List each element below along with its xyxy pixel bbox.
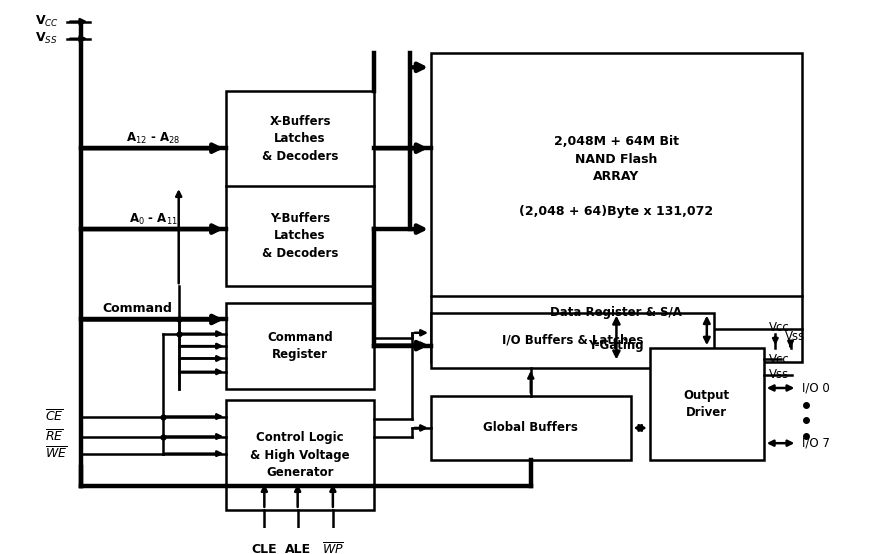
Text: Vcc: Vcc — [769, 353, 789, 366]
Text: $\overline{CE}$: $\overline{CE}$ — [46, 409, 65, 424]
Text: I/O Buffers & Latches: I/O Buffers & Latches — [502, 334, 643, 347]
Text: I/O 0: I/O 0 — [802, 382, 830, 394]
Text: CLE: CLE — [252, 543, 277, 554]
Text: $\overline{WE}$: $\overline{WE}$ — [46, 446, 68, 461]
Text: $\overline{RE}$: $\overline{RE}$ — [46, 429, 65, 444]
Text: Vss: Vss — [769, 368, 788, 381]
Text: Y-Gating: Y-Gating — [589, 339, 644, 352]
Bar — [227, 91, 374, 286]
Bar — [650, 348, 764, 460]
Bar — [227, 401, 374, 510]
Text: Command: Command — [103, 301, 173, 315]
Text: $\overline{WP}$: $\overline{WP}$ — [322, 542, 344, 554]
Text: A$_0$ - A$_{11}$: A$_0$ - A$_{11}$ — [129, 212, 177, 227]
Text: Output
Driver: Output Driver — [684, 389, 730, 419]
Text: Vcc: Vcc — [769, 321, 789, 334]
Text: V$_{CC}$: V$_{CC}$ — [35, 14, 59, 29]
Text: X-Buffers
Latches
& Decoders: X-Buffers Latches & Decoders — [262, 115, 338, 163]
Bar — [431, 396, 631, 460]
Text: Command
Register: Command Register — [267, 331, 333, 361]
Text: Global Buffers: Global Buffers — [483, 422, 578, 434]
Bar — [431, 313, 714, 368]
Bar — [227, 303, 374, 389]
Text: 2,048M + 64M Bit
NAND Flash
ARRAY

(2,048 + 64)Byte x 131,072: 2,048M + 64M Bit NAND Flash ARRAY (2,048… — [520, 135, 713, 218]
Text: V$_{SS}$: V$_{SS}$ — [35, 31, 57, 47]
Bar — [431, 53, 802, 362]
Text: Y-Buffers
Latches
& Decoders: Y-Buffers Latches & Decoders — [262, 212, 338, 260]
Text: A$_{12}$ - A$_{28}$: A$_{12}$ - A$_{28}$ — [126, 131, 180, 146]
Text: ALE: ALE — [285, 543, 311, 554]
Text: I/O 7: I/O 7 — [802, 437, 830, 450]
Text: Data Register & S/A: Data Register & S/A — [550, 306, 683, 319]
Text: Control Logic
& High Voltage
Generator: Control Logic & High Voltage Generator — [250, 431, 349, 479]
Text: Vss: Vss — [785, 330, 806, 343]
